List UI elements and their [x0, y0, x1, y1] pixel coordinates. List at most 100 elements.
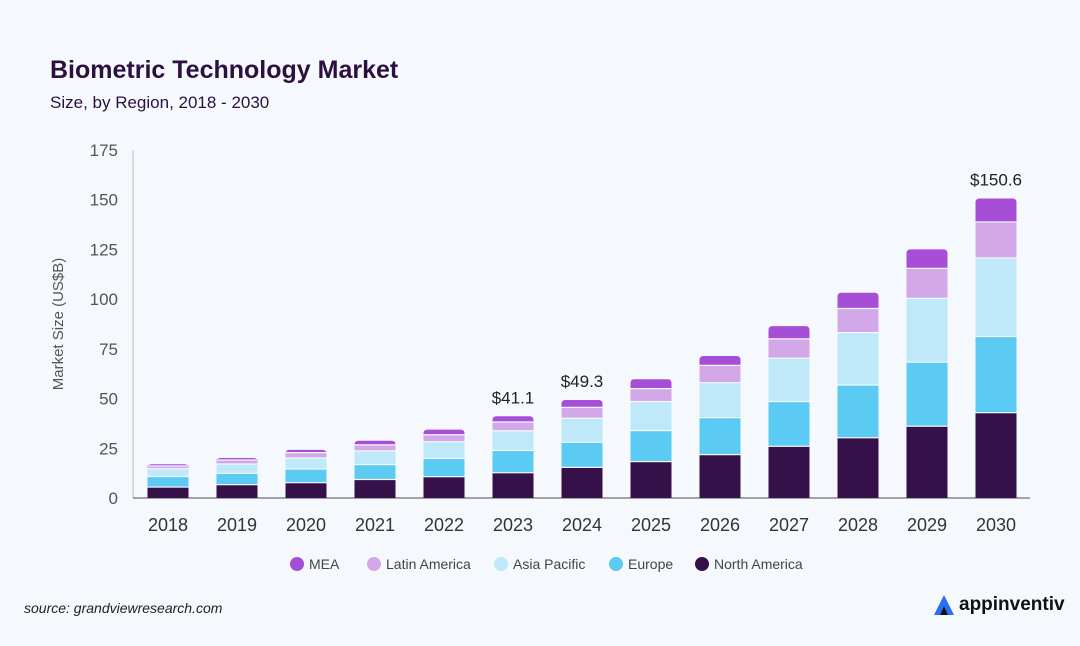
chart-title: Biometric Technology Market — [50, 56, 399, 84]
bar-segment-europe — [147, 477, 189, 487]
appinventiv-logo: appinventiv — [932, 593, 1065, 617]
bar-segment-latin-america — [975, 222, 1017, 258]
bar-segment-asia-pacific — [216, 464, 258, 473]
bar-segment-north-america — [561, 467, 603, 498]
bar-segment-asia-pacific — [699, 383, 741, 418]
bar-segment-north-america — [699, 455, 741, 498]
x-tick-label: 2021 — [355, 515, 395, 535]
legend-label: MEA — [309, 556, 340, 572]
bar-segment-mea — [216, 458, 258, 463]
legend-label: North America — [714, 556, 803, 572]
bar-segment-latin-america — [147, 466, 189, 469]
data-label: $49.3 — [561, 372, 604, 391]
bar-segment-latin-america — [768, 339, 810, 358]
bar-segment-latin-america — [216, 460, 258, 464]
x-tick-label: 2027 — [769, 515, 809, 535]
bar-segment-europe — [285, 469, 327, 483]
x-tick-label: 2024 — [562, 515, 602, 535]
bar-segment-north-america — [492, 473, 534, 498]
bar-segment-mea — [423, 429, 465, 435]
y-tick-label: 150 — [90, 191, 118, 210]
bar-segment-asia-pacific — [492, 431, 534, 450]
bar-segment-asia-pacific — [906, 298, 948, 362]
bar-segment-latin-america — [423, 435, 465, 442]
legend-swatch — [290, 557, 304, 571]
bar-segment-north-america — [285, 483, 327, 498]
bar-segment-north-america — [630, 462, 672, 498]
bar-segment-asia-pacific — [147, 469, 189, 476]
bar-segment-north-america — [837, 438, 879, 498]
legend-swatch — [695, 557, 709, 571]
bar-segment-europe — [492, 451, 534, 473]
bar-segment-mea — [147, 464, 189, 469]
bar-segment-asia-pacific — [561, 418, 603, 442]
bar-segment-latin-america — [561, 407, 603, 418]
y-axis-label: Market Size (US$B) — [50, 258, 67, 391]
bar-segment-north-america — [906, 426, 948, 498]
bar-segment-mea — [630, 379, 672, 389]
bar-segment-latin-america — [630, 389, 672, 401]
legend-swatch — [367, 557, 381, 571]
bar-segment-north-america — [423, 477, 465, 498]
bar-segment-latin-america — [285, 453, 327, 458]
legend-swatch — [494, 557, 508, 571]
bar-segment-asia-pacific — [837, 333, 879, 385]
logo-text: appinventiv — [959, 594, 1065, 615]
data-label: $41.1 — [492, 388, 535, 407]
bar-segment-asia-pacific — [354, 451, 396, 464]
x-tick-label: 2022 — [424, 515, 464, 535]
bar-segment-latin-america — [354, 445, 396, 451]
bar-segment-asia-pacific — [768, 358, 810, 401]
bar-segment-mea — [285, 449, 327, 454]
y-tick-label: 0 — [109, 489, 118, 508]
y-tick-label: 75 — [99, 340, 118, 359]
bar-segment-europe — [837, 385, 879, 438]
bar-segment-europe — [354, 465, 396, 479]
bar-segment-mea — [768, 326, 810, 339]
y-tick-label: 100 — [90, 290, 118, 309]
logo-mark-icon — [934, 595, 954, 615]
bar-segment-latin-america — [699, 365, 741, 383]
y-tick-label: 175 — [90, 141, 118, 160]
bar-segment-latin-america — [837, 309, 879, 332]
bar-segment-mea — [699, 356, 741, 365]
bar-segment-north-america — [147, 487, 189, 498]
chart-subtitle: Size, by Region, 2018 - 2030 — [50, 93, 270, 112]
x-tick-label: 2029 — [907, 515, 947, 535]
x-tick-label: 2030 — [976, 515, 1016, 535]
y-tick-label: 50 — [99, 390, 118, 409]
x-tick-label: 2023 — [493, 515, 533, 535]
bar-segment-north-america — [768, 446, 810, 498]
bar-segment-mea — [906, 249, 948, 268]
bar-segment-asia-pacific — [975, 258, 1017, 336]
bar-segment-north-america — [216, 485, 258, 498]
bar-segment-europe — [699, 418, 741, 455]
bar-segment-mea — [975, 198, 1017, 222]
bar-segment-asia-pacific — [630, 402, 672, 430]
x-tick-label: 2026 — [700, 515, 740, 535]
data-label: $150.6 — [970, 171, 1022, 190]
legend-label: Europe — [628, 556, 673, 572]
bar-segment-europe — [906, 362, 948, 426]
bar-segment-mea — [354, 440, 396, 445]
source-note: source: grandviewresearch.com — [24, 600, 223, 616]
legend-label: Asia Pacific — [513, 556, 585, 572]
bar-segment-mea — [561, 399, 603, 407]
x-tick-label: 2018 — [148, 515, 188, 535]
bar-segment-europe — [630, 431, 672, 462]
bar-segment-europe — [975, 337, 1017, 413]
y-tick-label: 25 — [99, 439, 118, 458]
bar-segment-mea — [837, 292, 879, 308]
bar-segment-europe — [561, 442, 603, 467]
legend-label: Latin America — [386, 556, 471, 572]
x-tick-label: 2019 — [217, 515, 257, 535]
x-tick-label: 2020 — [286, 515, 326, 535]
bar-segment-latin-america — [906, 268, 948, 298]
bar-segment-asia-pacific — [285, 458, 327, 469]
x-tick-label: 2028 — [838, 515, 878, 535]
y-tick-label: 125 — [90, 240, 118, 259]
bar-segment-europe — [768, 402, 810, 446]
bar-segment-mea — [492, 416, 534, 422]
bar-segment-north-america — [975, 413, 1017, 498]
bar-segment-europe — [216, 473, 258, 485]
